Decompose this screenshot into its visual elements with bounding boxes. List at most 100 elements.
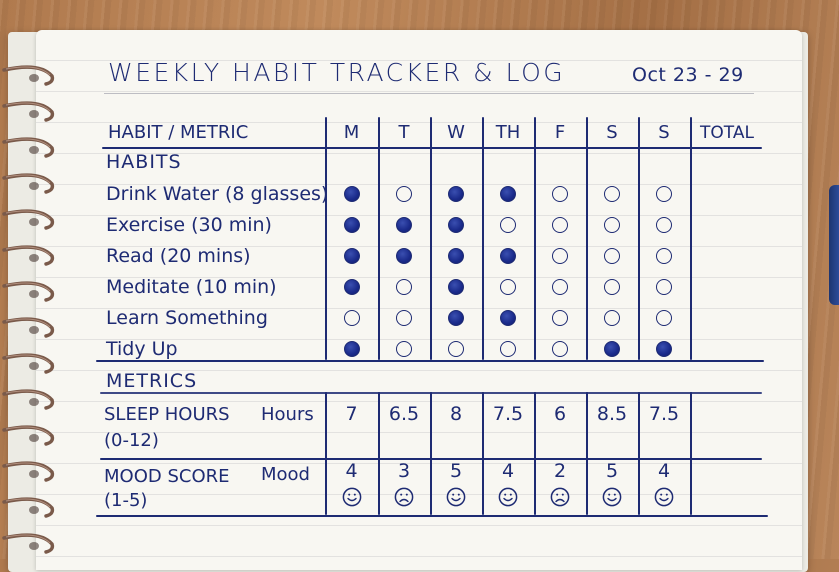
metric-column-divider-0 — [325, 392, 327, 515]
habit-check-empty — [500, 341, 516, 357]
header-day-1: T — [398, 122, 410, 143]
frowny-face-icon — [550, 487, 570, 507]
header-underline — [102, 147, 762, 149]
habit-check-filled — [500, 186, 516, 202]
habit-check-empty — [656, 186, 672, 202]
habit-check-empty — [552, 248, 568, 264]
mood-score-unit: Mood — [261, 464, 310, 485]
smiley-face-icon — [602, 487, 622, 507]
mood-score-value: 2 — [553, 460, 567, 482]
habit-check-filled — [448, 248, 464, 264]
mood-score-value: 4 — [345, 460, 358, 482]
habit-check-filled — [500, 310, 516, 326]
mood-score-value: 5 — [449, 460, 463, 482]
sleep-hours-value: 6.5 — [388, 403, 420, 425]
habit-check-filled — [343, 186, 360, 202]
column-divider-5 — [586, 117, 588, 360]
sleep-hours-label: SLEEP HOURS — [104, 404, 230, 425]
sleep-hours-value: 8 — [449, 403, 463, 425]
habit-check-empty — [396, 341, 412, 357]
habit-label: Read (20 mins) — [106, 245, 251, 267]
habit-check-empty — [396, 186, 412, 202]
habit-check-empty — [448, 341, 464, 357]
header-habit-metric: HABIT / METRIC — [108, 122, 249, 143]
habits-bottom-rule — [96, 360, 764, 362]
date-range: Oct 23 - 29 — [632, 64, 744, 86]
habit-check-filled — [343, 341, 360, 357]
metric-column-divider-2 — [430, 392, 432, 515]
smiley-face-icon — [342, 487, 361, 507]
habit-check-filled — [343, 217, 360, 233]
table-bottom-rule — [96, 515, 768, 517]
notebook-page — [36, 30, 802, 570]
smiley-face-icon — [654, 487, 674, 507]
pen — [829, 185, 839, 305]
mood-score-value: 4 — [657, 460, 671, 482]
column-divider-4 — [534, 117, 536, 360]
column-divider-1 — [378, 117, 380, 360]
habit-check-empty — [656, 248, 672, 264]
habit-check-filled — [396, 248, 412, 264]
habit-check-filled — [448, 186, 464, 202]
header-day-3: TH — [495, 122, 521, 143]
sleep-hours-unit: Hours — [261, 404, 314, 425]
column-divider-2 — [430, 117, 432, 360]
header-total: TOTAL — [700, 123, 754, 143]
header-day-0: M — [343, 122, 360, 143]
habit-check-empty — [500, 217, 516, 233]
smiley-face-icon — [446, 487, 466, 507]
metrics-section-label: METRICS — [106, 370, 198, 392]
header-day-4: F — [554, 122, 566, 143]
mood-score-value: 5 — [605, 460, 619, 482]
habit-check-empty — [604, 217, 620, 233]
habit-label: Drink Water (8 glasses) — [106, 183, 329, 205]
sleep-hours-value: 6 — [553, 403, 567, 425]
habit-label: Tidy Up — [106, 338, 178, 360]
metric-column-divider-4 — [534, 392, 536, 515]
title-divider — [104, 93, 754, 94]
habit-check-empty — [500, 279, 516, 295]
habit-check-empty — [552, 279, 568, 295]
habit-check-filled — [448, 217, 464, 233]
habit-check-empty — [552, 310, 568, 326]
habit-check-empty — [343, 310, 360, 326]
metric-column-divider-7 — [690, 392, 692, 515]
habit-check-empty — [656, 217, 672, 233]
smiley-face-icon — [498, 487, 518, 507]
mood-score-label: MOOD SCORE — [104, 466, 230, 487]
habit-check-empty — [396, 310, 412, 326]
habit-label: Learn Something — [106, 307, 268, 329]
spiral-binding — [2, 65, 55, 554]
habit-check-empty — [552, 341, 568, 357]
habit-check-empty — [604, 279, 620, 295]
sleep-hours-range: (0-12) — [104, 430, 159, 451]
sleep-hours-value: 7.5 — [492, 403, 524, 425]
habit-label: Exercise (30 min) — [106, 214, 272, 236]
sleep-hours-value: 7 — [345, 403, 358, 425]
metric-column-divider-3 — [482, 392, 484, 515]
habit-check-filled — [396, 217, 412, 233]
habit-check-filled — [500, 248, 516, 264]
column-divider-3 — [482, 117, 484, 360]
mood-score-value: 3 — [397, 460, 411, 482]
habit-check-empty — [604, 310, 620, 326]
habit-check-empty — [552, 186, 568, 202]
header-day-2: W — [447, 122, 465, 143]
column-divider-6 — [638, 117, 640, 360]
tracker-title: WEEKLY HABIT TRACKER & LOG — [108, 58, 566, 87]
frowny-face-icon — [394, 487, 414, 507]
column-divider-0 — [325, 117, 327, 360]
habit-check-empty — [396, 279, 412, 295]
habit-check-filled — [656, 341, 672, 357]
habit-check-empty — [656, 279, 672, 295]
habits-section-label: HABITS — [106, 151, 182, 173]
header-day-6: S — [658, 122, 670, 143]
mood-score-value: 4 — [501, 460, 515, 482]
mood-score-range: (1-5) — [104, 490, 148, 511]
habit-check-filled — [343, 279, 360, 295]
habit-check-filled — [448, 279, 464, 295]
header-day-5: S — [606, 122, 618, 143]
habit-check-empty — [552, 217, 568, 233]
habit-check-empty — [604, 248, 620, 264]
metric-column-divider-5 — [586, 392, 588, 515]
